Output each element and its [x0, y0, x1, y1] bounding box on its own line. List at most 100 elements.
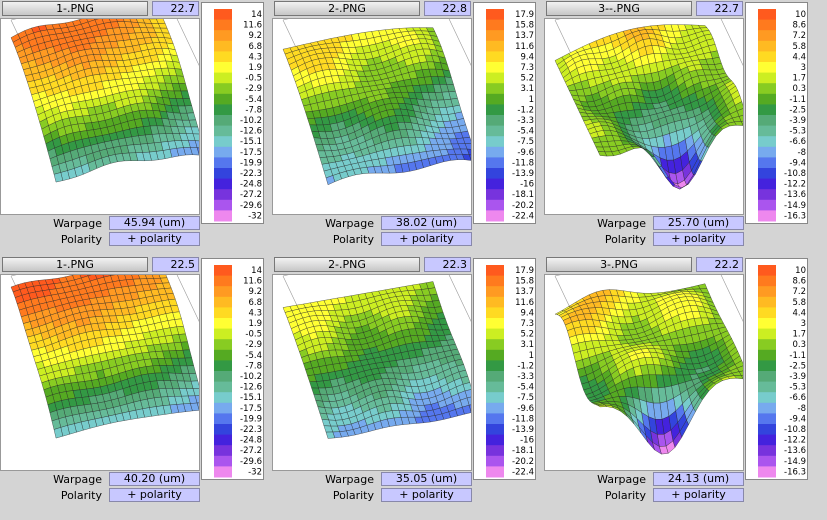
scale-label: 1: [529, 95, 534, 105]
color-swatch: [486, 189, 504, 201]
color-swatch: [758, 381, 776, 393]
color-swatch: [486, 136, 504, 148]
warpage-label: Warpage: [325, 473, 374, 486]
polarity-label: Polarity: [332, 233, 374, 246]
color-swatch: [214, 199, 232, 211]
scale-label: -29.6: [240, 457, 262, 467]
warpage-value: 38.02 (um): [381, 216, 472, 230]
scale-label: -3.3: [517, 372, 534, 382]
panel-title: 2-.PNG: [274, 257, 420, 272]
scale-label: -27.2: [240, 190, 262, 200]
scale-label: -27.2: [240, 446, 262, 456]
axis-frame-line: [176, 275, 199, 322]
polarity-label: Polarity: [604, 489, 646, 502]
color-scale: 17.9 15.8 13.7 11.6 9.4 7.3 5.2 3.1 1 -1.2 -3.3 -5.…: [473, 2, 536, 224]
color-swatch: [758, 402, 776, 414]
color-swatch: [214, 104, 232, 116]
scale-label: -18.1: [512, 190, 534, 200]
color-swatch: [486, 125, 504, 137]
color-swatch: [486, 210, 504, 222]
scale-label: 3.1: [520, 340, 534, 350]
color-scale: 14 11.6 9.2 6.8 4.3 1.9 -0.5 -2.9 -5.4 -7.8 -10.2-…: [201, 2, 264, 224]
color-swatch: [758, 328, 776, 340]
axis-frame-line: [282, 19, 289, 21]
scale-label: -2.5: [789, 361, 806, 371]
warpage-value: 40.20 (um): [109, 472, 200, 486]
color-swatch: [214, 413, 232, 425]
temperature-value: 22.7: [152, 1, 199, 16]
color-swatch: [214, 371, 232, 383]
scale-label: 7.2: [792, 287, 806, 297]
polarity-label: Polarity: [60, 233, 102, 246]
color-swatch: [486, 381, 504, 393]
color-swatch: [758, 9, 776, 21]
scale-label: -1.1: [789, 95, 806, 105]
scale-label: 10: [795, 10, 806, 20]
scale-label: 3: [801, 63, 806, 73]
scale-label: -32: [248, 467, 262, 477]
color-swatch: [758, 157, 776, 169]
color-swatch: [214, 286, 232, 298]
color-swatch: [758, 210, 776, 222]
color-swatch: [758, 30, 776, 42]
scale-label: -5.4: [245, 351, 262, 361]
scale-label: -13.6: [784, 446, 806, 456]
color-swatch: [486, 339, 504, 351]
color-swatch: [758, 455, 776, 467]
scale-label: -17.5: [240, 148, 262, 158]
surface-mesh: [282, 19, 471, 186]
scale-label: 9.4: [520, 52, 534, 62]
panel-2: 2-.PNG 22.8 17.9 15.8 13.7 11.6 9.4 7.3 5.2 3.1…: [272, 0, 543, 256]
scale-label: -13.6: [784, 190, 806, 200]
scale-label: 11.6: [243, 277, 262, 287]
color-swatch: [486, 296, 504, 308]
mesh-cell: [325, 175, 336, 186]
scale-label: 5.2: [520, 74, 534, 84]
scale-label: -3.9: [789, 372, 806, 382]
scale-label: -9.4: [789, 158, 806, 168]
scale-label: 10: [795, 266, 806, 276]
scale-label: -1.2: [517, 361, 534, 371]
color-swatch: [758, 168, 776, 180]
panel-1: 1-.PNG 22.7 14 11.6 9.2 6.8 4.3 1.9 -0.5 -2.9 -5…: [0, 0, 271, 256]
scale-label: -7.8: [245, 105, 262, 115]
panel-title: 3--.PNG: [546, 1, 692, 16]
color-swatch: [486, 157, 504, 169]
color-swatch: [758, 83, 776, 95]
color-swatch: [486, 51, 504, 63]
color-swatch: [486, 30, 504, 42]
scale-label: -15.1: [240, 137, 262, 147]
surface-mesh: [10, 275, 199, 439]
scale-label: -5.3: [789, 127, 806, 137]
polarity-value: + polarity: [109, 232, 200, 246]
color-swatch: [214, 136, 232, 148]
color-swatch: [758, 93, 776, 105]
color-swatch: [758, 51, 776, 63]
scale-label: 15.8: [515, 21, 534, 31]
surface-mesh: [554, 19, 743, 190]
color-swatch: [758, 104, 776, 116]
surface-plot: [0, 18, 200, 215]
temperature-value: 22.7: [696, 1, 743, 16]
color-swatch: [214, 178, 232, 190]
scale-label: -2.5: [789, 105, 806, 115]
scale-label: -9.4: [789, 414, 806, 424]
color-swatch: [214, 328, 232, 340]
scale-label: -0.5: [245, 330, 262, 340]
color-swatch: [758, 199, 776, 211]
scale-label: 8.6: [792, 277, 806, 287]
polarity-value: + polarity: [381, 488, 472, 502]
panel-title: 3-.PNG: [546, 257, 692, 272]
color-swatch: [214, 275, 232, 287]
scale-label: -32: [248, 211, 262, 221]
color-swatch: [758, 296, 776, 308]
scale-label: -1.2: [517, 105, 534, 115]
scale-label: 8.6: [792, 21, 806, 31]
scale-label: 15.8: [515, 277, 534, 287]
color-swatch: [486, 19, 504, 31]
scale-label: -12.2: [784, 436, 806, 446]
panel-4: 1-.PNG 22.5 14 11.6 9.2 6.8 4.3 1.9 -0.5 -2.9 -5…: [0, 256, 271, 512]
color-swatch: [214, 157, 232, 169]
color-swatch: [214, 424, 232, 436]
color-swatch: [486, 445, 504, 457]
